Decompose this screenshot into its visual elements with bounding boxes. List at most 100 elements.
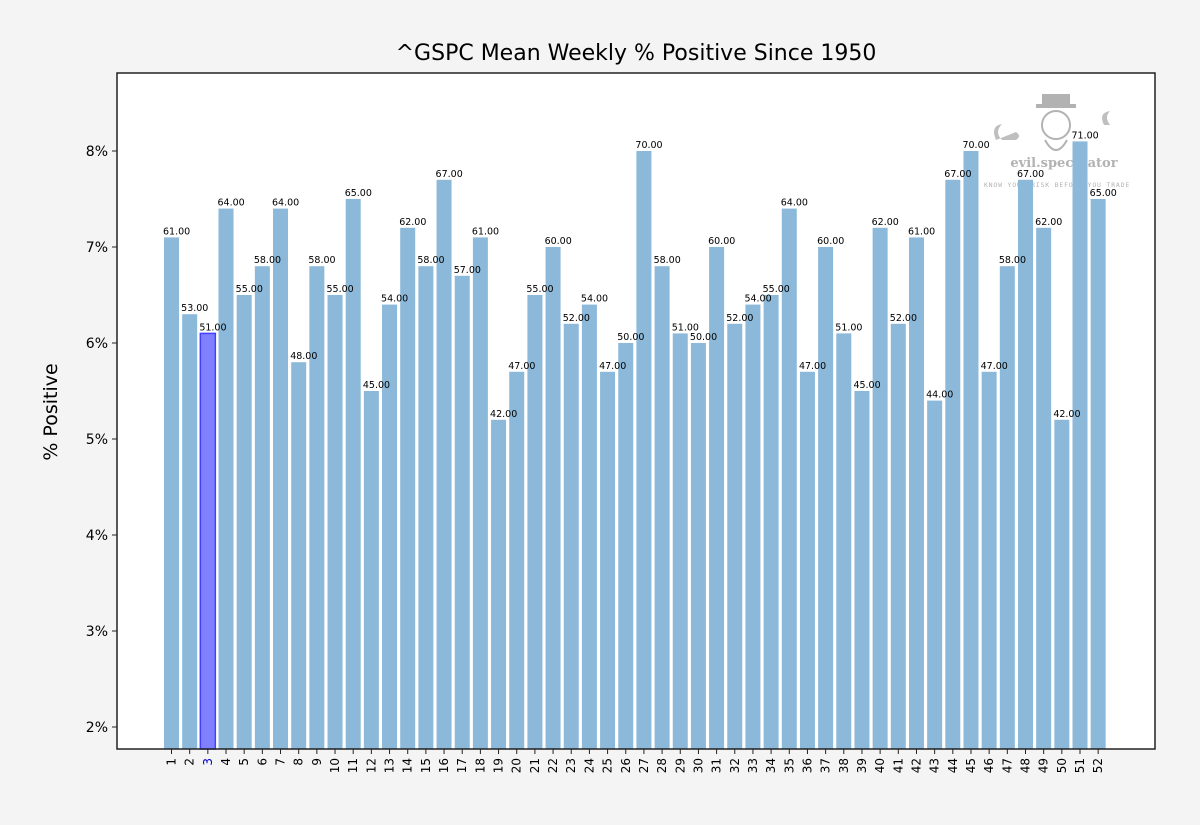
data-label: 47.00	[799, 361, 826, 372]
data-label: 45.00	[853, 380, 880, 391]
data-label: 52.00	[890, 313, 917, 324]
bar-week-3	[199, 332, 217, 750]
data-label: 47.00	[508, 361, 535, 372]
x-tick-label: 43	[928, 758, 942, 773]
x-tick-label: 25	[601, 758, 615, 773]
x-tick-label: 7	[274, 758, 288, 766]
bar-week-31	[709, 247, 725, 749]
x-tick-label: 28	[655, 758, 669, 773]
x-tick-label: 3	[201, 758, 215, 766]
y-tick-label: 2%	[86, 720, 108, 736]
x-tick-label: 35	[782, 758, 796, 773]
data-label: 51.00	[672, 322, 699, 333]
x-tick-label: 21	[528, 758, 542, 773]
data-label: 51.00	[835, 322, 862, 333]
data-label: 71.00	[1072, 130, 1099, 141]
data-label: 61.00	[908, 226, 935, 237]
data-label: 51.00	[199, 322, 226, 333]
bar-week-38	[836, 333, 852, 749]
data-label: 60.00	[545, 236, 572, 247]
x-tick-label: 42	[909, 758, 923, 773]
bar-week-29	[672, 333, 688, 749]
chart-title: ^GSPC Mean Weekly % Positive Since 1950	[396, 41, 877, 66]
x-tick-label: 10	[328, 758, 342, 773]
data-label: 64.00	[272, 198, 299, 209]
bar-week-5	[236, 295, 252, 749]
data-label: 48.00	[290, 351, 317, 362]
data-label: 47.00	[599, 361, 626, 372]
x-tick-label: 50	[1055, 758, 1069, 773]
bar-week-14	[400, 227, 416, 750]
bar-week-20	[509, 371, 525, 749]
x-tick-label: 4	[219, 758, 233, 766]
x-tick-label: 38	[837, 758, 851, 773]
bar-week-52	[1090, 199, 1106, 749]
data-label: 54.00	[744, 294, 771, 305]
data-label: 55.00	[327, 284, 354, 295]
watermark-logo: evil.speculator KNOW YOUR RISK BEFORE YO…	[984, 94, 1129, 189]
plot-area	[117, 73, 1155, 749]
data-label: 57.00	[454, 265, 481, 276]
bar-week-43	[927, 400, 943, 749]
data-label: 58.00	[654, 255, 681, 266]
x-tick-label: 48	[1018, 758, 1032, 773]
bar-week-48	[1017, 179, 1033, 750]
x-tick-label: 44	[946, 758, 960, 773]
data-label: 64.00	[218, 198, 245, 209]
x-tick-label: 31	[710, 758, 724, 773]
x-tick-label: 51	[1073, 758, 1087, 773]
data-label: 67.00	[1017, 169, 1044, 180]
x-tick-label: 12	[364, 758, 378, 773]
bar-week-44	[945, 179, 961, 750]
bar-week-35	[781, 208, 797, 750]
bar-week-21	[527, 295, 543, 749]
bar-week-26	[618, 343, 634, 749]
bar-week-11	[345, 199, 361, 749]
bar-week-33	[745, 304, 761, 749]
x-tick-label: 34	[764, 758, 778, 773]
y-tick-label: 5%	[86, 432, 108, 448]
data-label: 54.00	[581, 294, 608, 305]
data-label: 62.00	[1035, 217, 1062, 228]
data-label: 62.00	[399, 217, 426, 228]
bar-week-34	[763, 295, 779, 749]
x-tick-label: 5	[237, 758, 251, 766]
data-label: 50.00	[690, 332, 717, 343]
data-label: 42.00	[1053, 409, 1080, 420]
bar-week-15	[418, 266, 434, 749]
data-label: 50.00	[617, 332, 644, 343]
x-tick-label: 30	[691, 758, 705, 773]
data-label: 61.00	[163, 226, 190, 237]
data-label: 54.00	[381, 294, 408, 305]
data-label: 70.00	[635, 140, 662, 151]
bar-week-40	[872, 227, 888, 750]
x-tick-label: 14	[401, 758, 415, 773]
x-tick-label: 33	[746, 758, 760, 773]
bar-week-6	[254, 266, 270, 749]
data-label: 60.00	[708, 236, 735, 247]
data-label: 58.00	[308, 255, 335, 266]
watermark-brand: evil.speculator	[1010, 156, 1117, 171]
bar-week-4	[218, 208, 234, 750]
data-label: 58.00	[254, 255, 281, 266]
bar-week-2	[182, 314, 198, 749]
bar-week-47	[999, 266, 1015, 749]
bar-week-10	[327, 295, 343, 749]
data-label: 67.00	[436, 169, 463, 180]
bar-week-19	[491, 419, 507, 749]
data-label: 55.00	[763, 284, 790, 295]
x-tick-label: 37	[819, 758, 833, 773]
bar-week-50	[1054, 419, 1070, 749]
data-label: 62.00	[872, 217, 899, 228]
y-tick-label: 7%	[86, 240, 108, 256]
bar-week-9	[309, 266, 325, 749]
bar-week-46	[981, 371, 997, 749]
x-tick-label: 46	[982, 758, 996, 773]
x-tick-label: 6	[255, 758, 269, 766]
bar-week-13	[382, 304, 398, 749]
data-label: 52.00	[563, 313, 590, 324]
bar-week-45	[963, 151, 979, 749]
data-label: 55.00	[236, 284, 263, 295]
x-tick-label: 18	[473, 758, 487, 773]
